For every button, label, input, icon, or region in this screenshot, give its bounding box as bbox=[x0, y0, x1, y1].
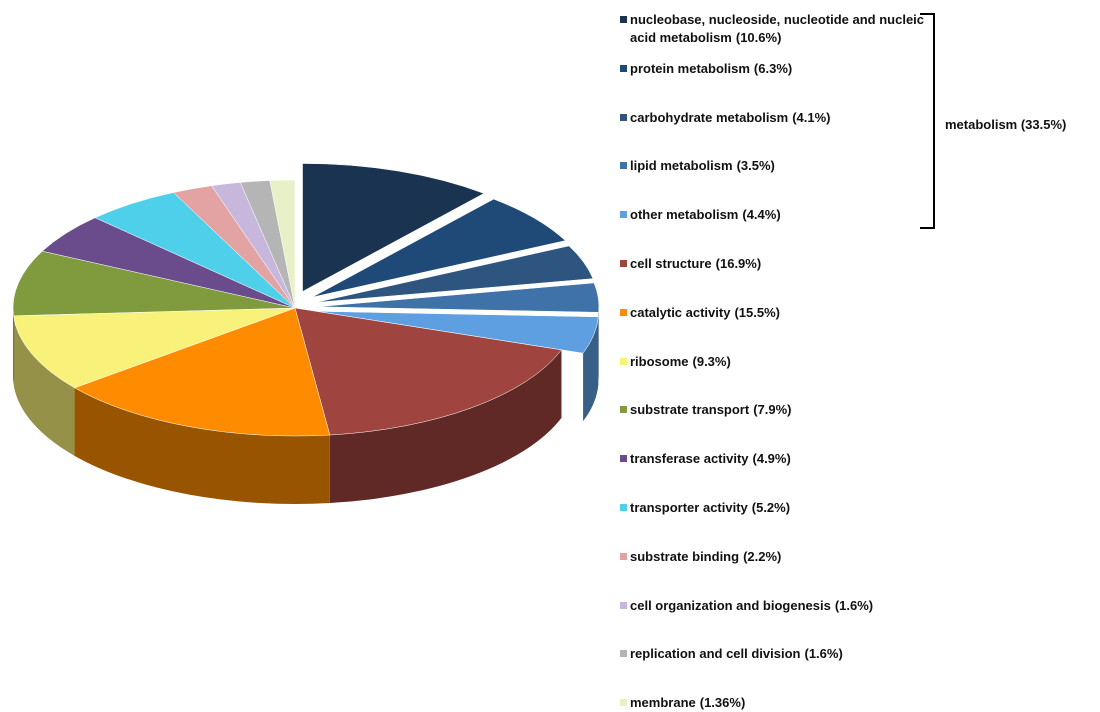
legend-label: transporter activity bbox=[630, 500, 748, 515]
legend-swatch bbox=[620, 308, 627, 316]
slice bbox=[73, 307, 331, 437]
legend-value: (15.5%) bbox=[734, 304, 780, 320]
legend-swatch bbox=[620, 16, 627, 23]
slice bbox=[312, 198, 566, 298]
legend-swatch bbox=[620, 650, 627, 658]
legend-value: (4.1%) bbox=[792, 109, 831, 125]
legend-entry: ribosome (9.3%) bbox=[620, 353, 930, 371]
slice bbox=[316, 282, 600, 313]
legend-label: ribosome bbox=[630, 353, 689, 369]
legend-label: membrane bbox=[630, 695, 696, 711]
slice bbox=[316, 311, 599, 354]
legend-value: (1.36%) bbox=[699, 695, 746, 711]
legend-entry: substrate transport (7.9%) bbox=[620, 401, 930, 419]
legend-entry: replication and cell division (1.6%) bbox=[620, 645, 930, 663]
legend-value: (9.3%) bbox=[692, 353, 731, 369]
legend-value: (10.6%) bbox=[735, 30, 782, 45]
legend-entry: transferase activity (4.9%) bbox=[620, 450, 930, 468]
legend-value: (5.2%) bbox=[751, 500, 791, 515]
legend-label: cell structure bbox=[630, 256, 712, 271]
legend-swatch bbox=[620, 504, 627, 511]
legend-swatch bbox=[620, 211, 627, 219]
legend-label: substrate transport bbox=[630, 402, 750, 418]
legend-value: (1.6%) bbox=[804, 646, 843, 662]
legend-label: replication and cell division bbox=[630, 646, 801, 662]
legend-swatch bbox=[620, 64, 627, 72]
slice-side bbox=[329, 349, 562, 504]
legend-label: nucleobase, nucleoside, nucleotide and n… bbox=[630, 12, 925, 45]
slice bbox=[294, 307, 562, 436]
legend-entry: cell organization and biogenesis (1.6%) bbox=[620, 597, 930, 615]
legend-label: lipid metabolism bbox=[630, 158, 733, 174]
slice bbox=[269, 179, 296, 309]
legend-value: (4.9%) bbox=[752, 451, 791, 467]
legend-entry: catalytic activity (15.5%) bbox=[620, 304, 930, 322]
legend-entry: nucleobase, nucleoside, nucleotide and n… bbox=[620, 11, 930, 47]
legend-entry: carbohydrate metabolism (4.1%) bbox=[620, 109, 930, 127]
legend-label: protein metabolism bbox=[630, 60, 750, 76]
legend-entry: membrane (1.36%) bbox=[620, 694, 930, 712]
legend-entry: cell structure (16.9%) bbox=[620, 255, 930, 273]
legend-value: (1.6%) bbox=[834, 597, 874, 613]
legend-value: (7.9%) bbox=[753, 402, 792, 418]
legend-swatch bbox=[620, 113, 627, 121]
group-bracket bbox=[920, 13, 935, 229]
slice-side bbox=[74, 387, 330, 504]
pie-sides bbox=[13, 306, 599, 504]
legend-swatch bbox=[620, 552, 627, 560]
legend-swatch bbox=[620, 162, 627, 170]
legend-entry: protein metabolism (6.3%) bbox=[620, 60, 930, 78]
slice bbox=[13, 307, 296, 389]
slice-side bbox=[13, 308, 14, 384]
legend-entry: substrate binding (2.2%) bbox=[620, 548, 930, 566]
slice-side bbox=[583, 316, 599, 422]
legend-swatch bbox=[620, 699, 627, 707]
slice bbox=[12, 250, 296, 317]
legend-swatch bbox=[620, 260, 627, 267]
legend-entry: transporter activity (5.2%) bbox=[620, 499, 930, 517]
legend-swatch bbox=[620, 406, 627, 414]
group-label: metabolism (33.5%) bbox=[945, 117, 1067, 132]
legend-value: (2.2%) bbox=[743, 548, 782, 564]
legend-label: catalytic activity bbox=[630, 304, 731, 320]
legend-label: substrate binding bbox=[630, 548, 740, 564]
legend-value: (4.4%) bbox=[742, 207, 781, 223]
legend-value: (16.9%) bbox=[715, 256, 762, 271]
legend-label: carbohydrate metabolism bbox=[630, 109, 789, 125]
slice bbox=[315, 245, 594, 303]
legend-swatch bbox=[620, 357, 627, 365]
legend-swatch bbox=[620, 455, 627, 463]
legend-swatch bbox=[620, 601, 627, 609]
slice-side bbox=[13, 315, 75, 456]
legend-label: other metabolism bbox=[630, 207, 739, 223]
legend-value: (3.5%) bbox=[736, 158, 775, 174]
slice bbox=[302, 163, 485, 292]
legend-label: cell organization and biogenesis bbox=[630, 597, 831, 613]
legend-entry: lipid metabolism (3.5%) bbox=[620, 157, 930, 175]
pie-tops bbox=[12, 163, 600, 437]
legend-entry: other metabolism (4.4%) bbox=[620, 206, 930, 224]
legend-label: transferase activity bbox=[630, 451, 749, 467]
legend-value: (6.3%) bbox=[753, 60, 793, 76]
